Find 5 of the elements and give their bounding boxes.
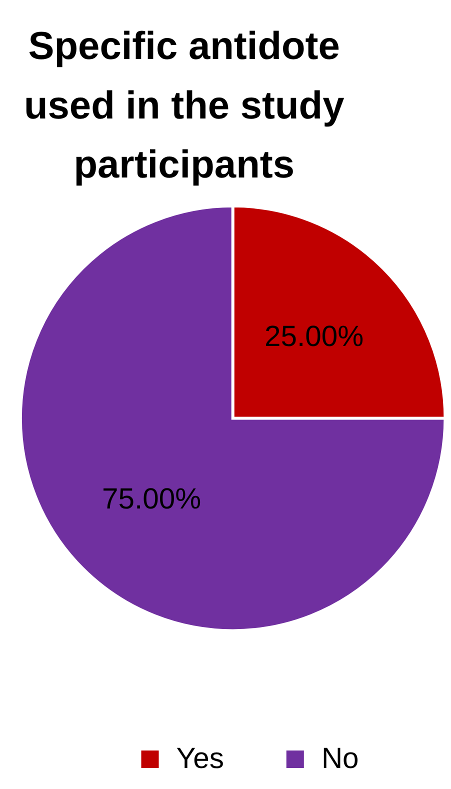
data-label: 75.00% [102,483,202,516]
chart-title: Specific antidote used in the study participants [24,24,345,187]
data-label: 25.00% [264,320,364,353]
legend-label: Yes [176,742,224,775]
legend-label: No [321,742,359,775]
